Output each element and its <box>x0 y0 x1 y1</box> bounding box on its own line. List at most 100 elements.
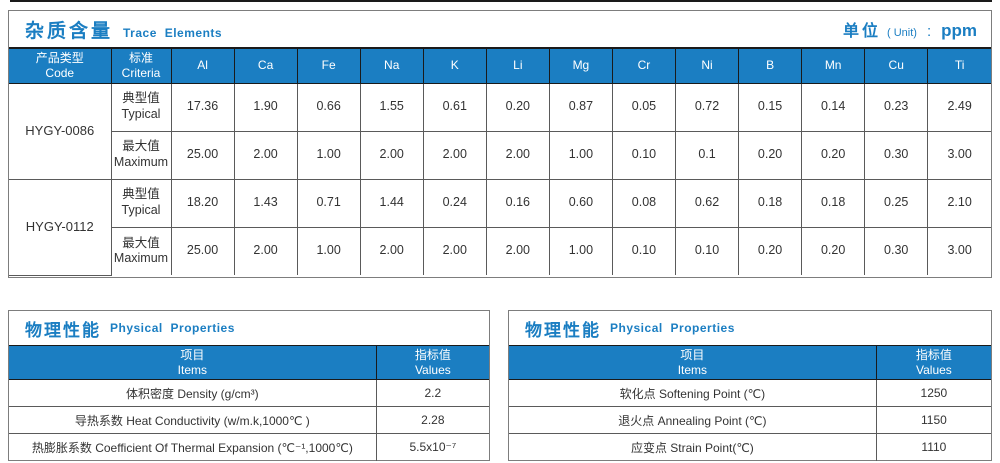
trace-value-cell: 2.10 <box>927 178 991 228</box>
criteria-cell: 典型值 Typical <box>110 82 172 132</box>
table-row: 热膨胀系数 Coefficient Of Thermal Expansion (… <box>9 433 489 461</box>
trace-value-cell: 2.00 <box>233 226 298 275</box>
column-header-criteria: 标准 Criteria <box>110 47 172 84</box>
physical-header-row: 项目 Items 指标值 Values <box>9 345 489 380</box>
table-row: 导热系数 Heat Conductivity (w/m.k,1000℃ ) 2.… <box>9 406 489 434</box>
column-header-element: Ca <box>233 47 298 84</box>
item-cell: 导热系数 Heat Conductivity (w/m.k,1000℃ ) <box>9 406 377 434</box>
unit-label-en: ( Unit) <box>886 27 917 39</box>
criteria-cell: 典型值 Typical <box>110 178 172 228</box>
trace-value-cell: 2.00 <box>485 130 550 180</box>
trace-elements-titlebar: 杂质含量 Trace Elements 单位 ( Unit) : ppm <box>9 11 991 47</box>
section-title-en: Physical Properties <box>110 321 235 335</box>
trace-value-cell: 3.00 <box>927 130 991 180</box>
trace-value-cell: 0.62 <box>674 178 740 228</box>
column-header-element: K <box>422 47 487 84</box>
trace-value-cell: 2.00 <box>485 226 550 275</box>
unit-colon: : <box>926 23 932 40</box>
trace-value-cell: 0.24 <box>422 178 487 228</box>
criteria-cn: 最大值 <box>122 235 160 250</box>
column-header-code: 产品类型 Code <box>9 47 112 84</box>
trace-value-cell: 0.30 <box>864 130 929 180</box>
criteria-en: Maximum <box>113 155 169 169</box>
trace-value-cell: 0.16 <box>485 178 550 228</box>
physical-properties-section-left: 物理性能 Physical Properties 项目 Items 指标值 Va… <box>8 310 490 461</box>
trace-value-cell: 0.20 <box>738 226 803 275</box>
trace-value-cell: 18.20 <box>170 178 235 228</box>
criteria-en: Typical <box>121 203 161 217</box>
trace-value-cell: 0.25 <box>864 178 929 228</box>
trace-value-cell: 0.08 <box>611 178 677 228</box>
value-cell: 1250 <box>875 379 991 407</box>
column-header-values: 指标值 Values <box>875 345 991 380</box>
section-title-cn: 杂质含量 <box>25 20 114 42</box>
physical-properties-section-right: 物理性能 Physical Properties 项目 Items 指标值 Va… <box>508 310 992 461</box>
table-row: 退火点 Annealing Point (℃) 1150 <box>509 406 991 434</box>
column-header-items-cn: 项目 <box>180 347 205 362</box>
column-header-element: Cr <box>611 47 677 84</box>
column-header-element: Mn <box>801 47 866 84</box>
section-title: 杂质含量 Trace Elements <box>25 16 222 43</box>
column-header-element: Cu <box>864 47 929 84</box>
table-row: 应变点 Strain Point(℃) 1110 <box>509 433 991 461</box>
column-header-element: Ti <box>927 47 991 84</box>
trace-value-cell: 0.10 <box>674 226 740 275</box>
trace-value-cell: 0.71 <box>296 178 361 228</box>
column-header-element: Na <box>359 47 424 84</box>
value-cell: 1110 <box>875 433 991 461</box>
section-title-cn: 物理性能 <box>525 320 601 340</box>
product-code-cell: HYGY-0086 <box>9 82 112 180</box>
unit-label: 单位 ( Unit) : ppm <box>843 17 977 41</box>
table-row: 体积密度 Density (g/cm³) 2.2 <box>9 379 489 407</box>
value-cell: 5.5x10⁻⁷ <box>375 433 489 461</box>
trace-value-cell: 0.10 <box>611 130 677 180</box>
trace-value-cell: 0.20 <box>485 82 550 132</box>
trace-value-cell: 1.00 <box>296 130 361 180</box>
column-header-criteria-en: Criteria <box>121 65 161 80</box>
item-cell: 体积密度 Density (g/cm³) <box>9 379 377 407</box>
value-cell: 1150 <box>875 406 991 434</box>
trace-value-cell: 2.00 <box>422 130 487 180</box>
physical-right-titlebar: 物理性能 Physical Properties <box>509 311 991 345</box>
trace-value-cell: 1.00 <box>548 130 613 180</box>
criteria-en: Maximum <box>113 251 169 266</box>
trace-elements-table: 产品类型 Code 标准 Criteria Al Ca Fe Na K Li M… <box>9 47 991 276</box>
column-header-element: Ni <box>674 47 740 84</box>
trace-value-cell: 0.15 <box>738 82 803 132</box>
item-cell: 退火点 Annealing Point (℃) <box>509 406 877 434</box>
column-header-values-cn: 指标值 <box>915 347 952 362</box>
physical-left-titlebar: 物理性能 Physical Properties <box>9 311 489 345</box>
value-cell: 2.2 <box>375 379 489 407</box>
item-cell: 软化点 Softening Point (℃) <box>509 379 877 407</box>
criteria-cn: 典型值 <box>122 91 160 106</box>
column-header-element: Fe <box>296 47 361 84</box>
trace-value-cell: 0.61 <box>422 82 487 132</box>
criteria-cell: 最大值 Maximum <box>111 130 172 180</box>
column-header-items-en: Items <box>177 362 208 377</box>
trace-value-cell: 0.05 <box>611 82 677 132</box>
column-header-values-en: Values <box>915 362 952 377</box>
column-header-values-en: Values <box>414 362 451 377</box>
column-header-items: 项目 Items <box>9 345 377 380</box>
trace-value-cell: 17.36 <box>170 82 235 132</box>
column-header-criteria-cn: 标准 <box>128 50 153 65</box>
trace-elements-section: 杂质含量 Trace Elements 单位 ( Unit) : ppm 产品类型… <box>8 10 992 278</box>
column-header-element: B <box>738 47 803 84</box>
value-cell: 2.28 <box>375 406 489 434</box>
criteria-en: Typical <box>121 107 161 121</box>
product-code-cell: HYGY-0112 <box>9 178 112 276</box>
trace-value-cell: 1.90 <box>233 82 298 132</box>
trace-value-cell: 3.00 <box>927 226 991 275</box>
section-title-en: Trace Elements <box>123 25 223 40</box>
column-header-items-en: Items <box>677 362 708 377</box>
trace-header-row: 产品类型 Code 标准 Criteria Al Ca Fe Na K Li M… <box>9 47 991 84</box>
column-header-items-cn: 项目 <box>680 347 705 362</box>
trace-value-cell: 0.20 <box>801 130 866 180</box>
unit-value: ppm <box>941 21 977 40</box>
trace-value-cell: 1.00 <box>548 226 613 275</box>
trace-value-cell: 0.1 <box>674 130 740 180</box>
trace-value-cell: 1.44 <box>359 178 424 228</box>
column-header-element: Mg <box>548 47 613 84</box>
trace-value-cell: 25.00 <box>170 130 235 180</box>
physical-properties-table-left: 项目 Items 指标值 Values 体积密度 Density (g/cm³)… <box>9 345 489 461</box>
